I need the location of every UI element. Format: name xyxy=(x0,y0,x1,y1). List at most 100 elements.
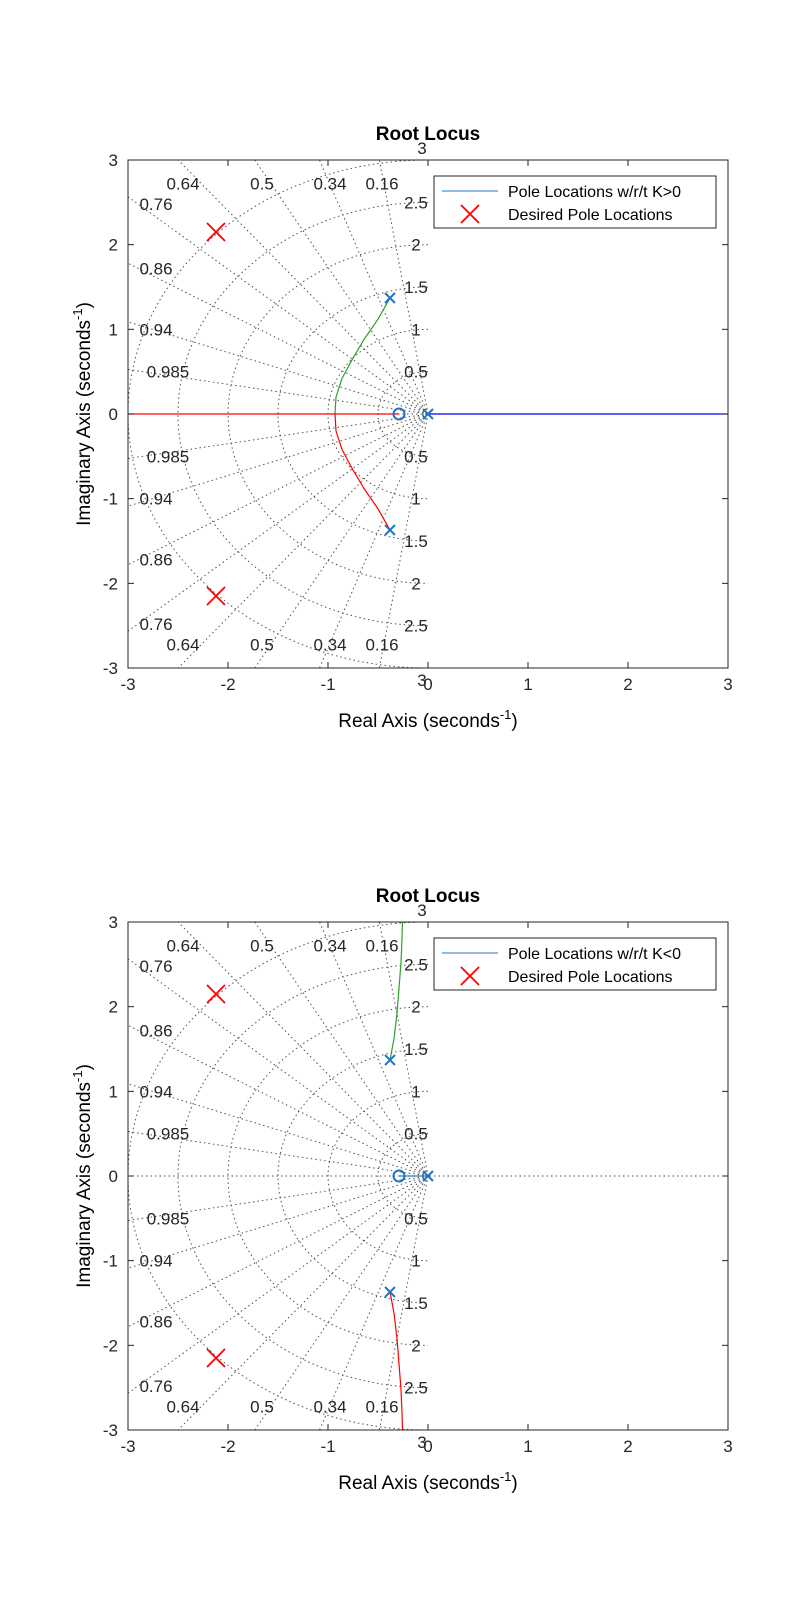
chart-title: Root Locus xyxy=(376,124,481,145)
tick-labels: -3 -2 -1 0 1 2 3 -3 -2 -1 0 1 2 3 xyxy=(103,913,733,1456)
frequency-label: 2 xyxy=(411,574,420,593)
frequency-circle xyxy=(277,1048,429,1304)
x-tick-label: -1 xyxy=(320,675,335,694)
x-tick-label: 3 xyxy=(723,675,732,694)
frequency-label: 3 xyxy=(417,671,426,690)
damping-label: 0.985 xyxy=(147,447,190,466)
legend-box xyxy=(433,937,717,991)
damping-labels: 0.64 0.64 0.5 0.5 0.34 0.34 0.16 0.16 0.76 0.76 0.… xyxy=(139,175,398,655)
x-tick-label: 3 xyxy=(723,1437,732,1456)
frequency-label: 1.5 xyxy=(404,278,428,297)
y-axis-label: Imaginary Axis (seconds-1) xyxy=(70,1064,95,1288)
frequency-label: 2 xyxy=(411,998,420,1017)
tick-labels: -3 -2 -1 0 1 2 3 -3 -2 -1 0 1 2 3 xyxy=(103,151,733,694)
zero-marker xyxy=(392,1169,406,1183)
damping-label: 0.94 xyxy=(139,490,172,509)
y-tick-label: 3 xyxy=(109,151,118,170)
damping-label: 0.34 xyxy=(313,635,346,654)
legend-entry: Pole Locations w/r/t K<0 xyxy=(508,946,681,963)
damping-ray xyxy=(128,1130,429,1177)
legend-entry: Pole Locations w/r/t K>0 xyxy=(508,184,681,201)
damping-ray xyxy=(254,922,429,1177)
damping-label: 0.985 xyxy=(147,1209,190,1228)
x-tick-label: -1 xyxy=(320,1437,335,1456)
damping-ray xyxy=(318,922,429,1177)
frequency-label: 0.5 xyxy=(404,363,428,382)
y-tick-label: 2 xyxy=(109,998,118,1017)
locus-branch xyxy=(334,297,391,415)
damping-ray xyxy=(254,413,429,668)
damping-label: 0.5 xyxy=(250,937,274,956)
damping-label: 0.5 xyxy=(250,635,274,654)
legend: Pole Locations w/r/t K>0 Desired Pole Loc… xyxy=(433,175,717,229)
desired-pole-marker xyxy=(206,586,226,606)
frequency-circle xyxy=(128,922,429,1430)
damping-label: 0.16 xyxy=(365,937,398,956)
y-axis-label-exponent: -1 xyxy=(70,308,85,320)
x-tick-label: 2 xyxy=(623,675,632,694)
frequency-circle xyxy=(327,1090,429,1262)
y-tick-label: -2 xyxy=(103,574,118,593)
x-tick-label: 0 xyxy=(423,1437,432,1456)
y-tick-label: -2 xyxy=(103,1336,118,1355)
ticks xyxy=(127,159,729,669)
frequency-label: 2 xyxy=(411,1336,420,1355)
y-tick-label: 0 xyxy=(109,405,118,424)
x-tick-label: -2 xyxy=(220,1437,235,1456)
legend-entry: Desired Pole Locations xyxy=(508,207,673,224)
x-tick-label: 1 xyxy=(523,675,532,694)
root-locus-chart-1: 0.64 0.64 0.5 0.5 0.34 0.34 0.16 0.16 0.76 0.76 0.… xyxy=(70,124,733,732)
frequency-label: 3 xyxy=(417,1433,426,1452)
pole-marker xyxy=(384,1286,396,1298)
legend-desired-swatch xyxy=(460,966,480,986)
damping-label: 0.86 xyxy=(139,551,172,570)
open-loop-poles xyxy=(384,292,434,536)
legend-entry: Desired Pole Locations xyxy=(508,969,673,986)
x-axis-label: Real Axis (seconds-1) xyxy=(338,1469,517,1494)
damping-label: 0.34 xyxy=(313,175,346,194)
damping-ray xyxy=(177,413,429,668)
x-tick-label: -3 xyxy=(120,675,135,694)
frequency-circle xyxy=(227,244,429,584)
damping-ray xyxy=(318,413,429,668)
damping-label: 0.64 xyxy=(166,1397,199,1416)
x-tick-label: 0 xyxy=(423,675,432,694)
damping-label: 0.86 xyxy=(139,259,172,278)
x-axis-label-close: ) xyxy=(511,711,517,732)
ticks xyxy=(127,921,729,1431)
x-tick-label: -3 xyxy=(120,1437,135,1456)
damping-ray xyxy=(128,413,429,566)
sgrid xyxy=(128,922,728,1430)
x-axis-label-text: Real Axis (seconds xyxy=(338,1473,500,1494)
frequency-label: 1 xyxy=(411,320,420,339)
y-axis-label: Imaginary Axis (seconds-1) xyxy=(70,302,95,526)
y-tick-label: -1 xyxy=(103,490,118,509)
x-axis-label-exponent: -1 xyxy=(500,1469,512,1484)
pole-marker xyxy=(384,292,396,304)
locus-branch xyxy=(334,413,391,531)
root-locus-chart-2: 0.64 0.64 0.5 0.5 0.34 0.34 0.16 0.16 0.76 0.76 0.… xyxy=(70,886,733,1494)
chart-title: Root Locus xyxy=(376,886,481,907)
damping-label: 0.16 xyxy=(365,175,398,194)
x-axis-label-exponent: -1 xyxy=(500,707,512,722)
frequency-label: 1.5 xyxy=(404,532,428,551)
frequency-label: 2.5 xyxy=(404,955,428,974)
frequency-circle xyxy=(128,160,429,668)
locus-branch xyxy=(389,922,404,1061)
desired-pole-marker xyxy=(206,222,226,242)
damping-label: 0.985 xyxy=(147,363,190,382)
desired-pole-marker xyxy=(206,984,226,1004)
desired-pole-marker xyxy=(206,1348,226,1368)
y-tick-label: 0 xyxy=(109,1167,118,1186)
damping-ray xyxy=(177,922,429,1177)
damping-ray xyxy=(254,1175,429,1430)
damping-ray xyxy=(254,160,429,415)
frequency-circle xyxy=(277,286,429,542)
damping-label: 0.34 xyxy=(313,937,346,956)
damping-label: 0.16 xyxy=(365,635,398,654)
damping-label: 0.64 xyxy=(166,635,199,654)
damping-label: 0.94 xyxy=(139,320,172,339)
damping-label: 0.64 xyxy=(166,937,199,956)
frequency-label: 0.5 xyxy=(404,447,428,466)
